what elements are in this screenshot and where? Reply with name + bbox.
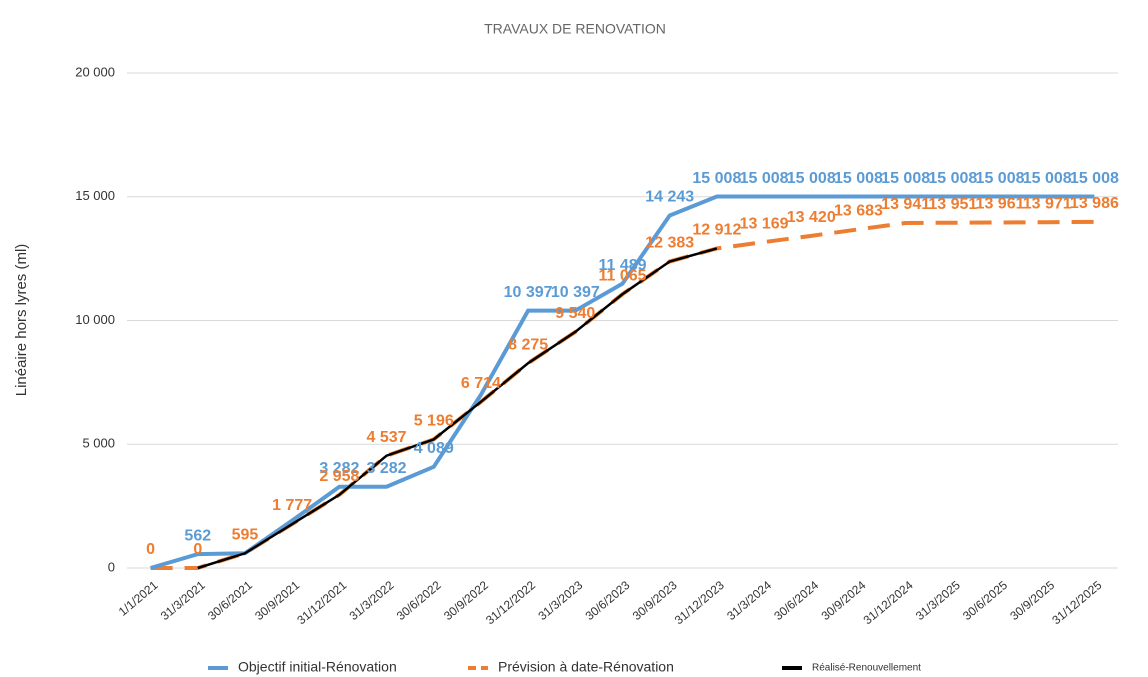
data-label: 12 383 [645, 235, 694, 252]
x-tick-label: 31/3/2025 [913, 578, 963, 623]
y-tick-label: 0 [108, 559, 115, 574]
x-tick-label: 31/12/2024 [861, 578, 916, 628]
data-label: 15 008 [692, 170, 741, 187]
data-label: 595 [232, 526, 259, 543]
data-label: 8 275 [508, 336, 548, 353]
data-label: 15 008 [976, 170, 1025, 187]
data-label: 3 282 [319, 460, 359, 477]
x-tick-label: 30/6/2022 [394, 578, 444, 623]
y-tick-label: 15 000 [75, 188, 115, 203]
x-tick-label: 31/3/2022 [347, 578, 397, 623]
y-tick-label: 20 000 [75, 64, 115, 79]
data-label: 15 008 [1070, 170, 1119, 187]
legend-label: Objectif initial-Rénovation [238, 659, 397, 675]
data-label: 10 397 [504, 284, 553, 301]
x-tick-label: 1/1/2021 [116, 578, 161, 619]
legend-label: Réalisé-Renouvellement [812, 663, 921, 674]
data-label: 9 540 [555, 305, 595, 322]
data-label: 15 008 [740, 170, 789, 187]
x-tick-label: 31/3/2021 [158, 578, 208, 623]
data-label: 562 [184, 527, 211, 544]
x-tick-label: 31/12/2025 [1049, 578, 1104, 628]
data-label: 10 397 [551, 284, 600, 301]
y-tick-label: 10 000 [75, 312, 115, 327]
data-label: 0 [146, 541, 155, 558]
legend-label: Prévision à date-Rénovation [498, 659, 674, 675]
x-tick-label: 31/12/2021 [294, 578, 349, 628]
data-label: 11 065 [598, 267, 646, 284]
data-label: 13 961 [976, 196, 1025, 213]
data-label: 15 008 [881, 170, 930, 187]
data-label: 14 243 [645, 189, 694, 206]
data-label: 1 777 [272, 497, 312, 514]
data-label: 13 420 [787, 209, 836, 226]
series-line [150, 194, 1095, 570]
data-label: 4 089 [414, 440, 454, 457]
data-label: 13 971 [1023, 195, 1072, 212]
x-tick-label: 31/3/2023 [535, 578, 585, 623]
data-label: 15 008 [1023, 170, 1072, 187]
data-label: 12 912 [692, 222, 741, 239]
data-label: 6 714 [461, 375, 501, 392]
x-tick-label: 30/6/2025 [960, 578, 1010, 623]
data-label: 15 008 [928, 170, 977, 187]
data-label: 11 489 [598, 257, 646, 274]
y-axis-title: Linéaire hors lyres (ml) [13, 244, 30, 397]
data-label: 2 958 [319, 468, 359, 485]
data-label: 15 008 [834, 170, 883, 187]
data-label: 13 683 [834, 203, 883, 220]
y-tick-label: 5 000 [82, 436, 115, 451]
data-label: 3 282 [367, 460, 407, 477]
data-label: 13 986 [1070, 195, 1119, 212]
data-label: 15 008 [787, 170, 836, 187]
series-line [197, 247, 718, 570]
x-tick-label: 30/6/2023 [583, 578, 633, 623]
data-label: 4 537 [367, 429, 407, 446]
x-tick-label: 31/12/2023 [672, 578, 727, 628]
data-label: 0 [193, 541, 202, 558]
data-label: 13 951 [928, 196, 977, 213]
x-tick-label: 31/3/2024 [724, 578, 774, 623]
x-tick-label: 31/12/2022 [483, 578, 538, 628]
chart-title: TRAVAUX DE RENOVATION [484, 21, 666, 37]
x-tick-label: 30/6/2021 [205, 578, 255, 623]
data-label: 13 941 [881, 196, 930, 213]
data-label: 5 196 [414, 413, 454, 430]
x-tick-label: 30/6/2024 [771, 578, 821, 623]
data-label: 13 169 [740, 215, 789, 232]
